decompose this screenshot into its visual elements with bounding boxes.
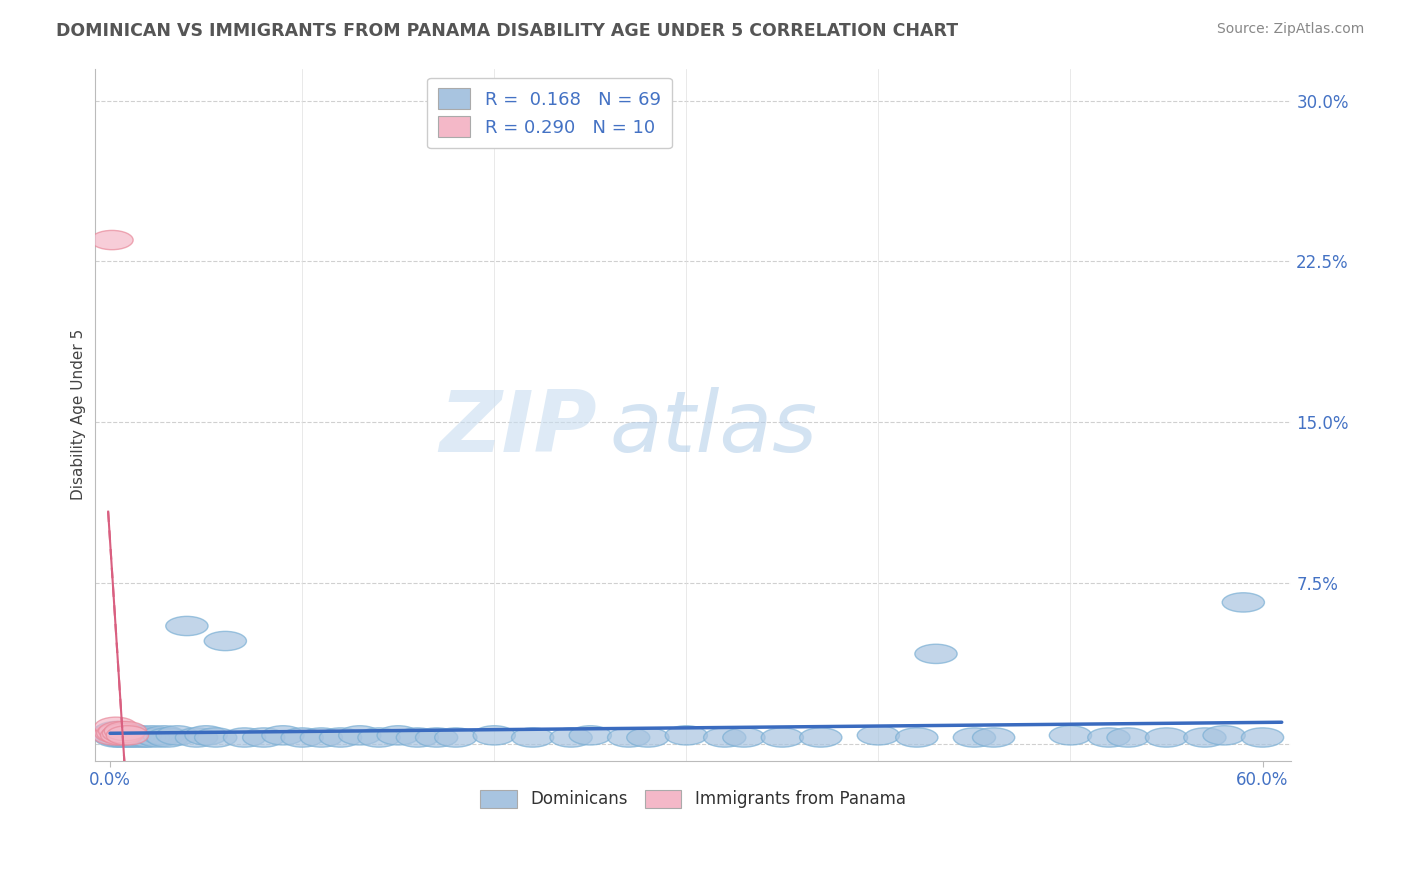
Ellipse shape — [953, 728, 995, 747]
Ellipse shape — [896, 728, 938, 747]
Ellipse shape — [124, 728, 166, 747]
Ellipse shape — [156, 726, 198, 745]
Ellipse shape — [1184, 728, 1226, 747]
Ellipse shape — [1146, 728, 1188, 747]
Ellipse shape — [434, 728, 477, 747]
Ellipse shape — [146, 728, 188, 747]
Y-axis label: Disability Age Under 5: Disability Age Under 5 — [72, 329, 86, 500]
Ellipse shape — [103, 728, 145, 747]
Legend: Dominicans, Immigrants from Panama: Dominicans, Immigrants from Panama — [474, 783, 912, 815]
Ellipse shape — [98, 722, 141, 740]
Ellipse shape — [91, 230, 134, 250]
Ellipse shape — [166, 616, 208, 636]
Ellipse shape — [128, 728, 170, 747]
Ellipse shape — [194, 728, 236, 747]
Ellipse shape — [1222, 593, 1264, 612]
Ellipse shape — [100, 726, 143, 745]
Ellipse shape — [108, 728, 150, 747]
Ellipse shape — [98, 723, 141, 743]
Text: atlas: atlas — [609, 387, 817, 470]
Ellipse shape — [94, 722, 136, 740]
Ellipse shape — [396, 728, 439, 747]
Ellipse shape — [472, 726, 516, 745]
Ellipse shape — [97, 723, 139, 743]
Ellipse shape — [665, 726, 707, 745]
Ellipse shape — [512, 728, 554, 747]
Ellipse shape — [143, 726, 186, 745]
Ellipse shape — [93, 723, 135, 743]
Ellipse shape — [103, 723, 145, 743]
Ellipse shape — [98, 728, 141, 747]
Text: Source: ZipAtlas.com: Source: ZipAtlas.com — [1216, 22, 1364, 37]
Ellipse shape — [108, 723, 150, 743]
Ellipse shape — [91, 723, 134, 743]
Ellipse shape — [1241, 728, 1284, 747]
Ellipse shape — [301, 728, 343, 747]
Ellipse shape — [761, 728, 803, 747]
Ellipse shape — [118, 728, 160, 747]
Ellipse shape — [1088, 728, 1130, 747]
Ellipse shape — [262, 726, 304, 745]
Ellipse shape — [224, 728, 266, 747]
Ellipse shape — [100, 723, 143, 743]
Ellipse shape — [339, 726, 381, 745]
Ellipse shape — [319, 728, 361, 747]
Ellipse shape — [703, 728, 745, 747]
Ellipse shape — [723, 728, 765, 747]
Ellipse shape — [243, 728, 285, 747]
Ellipse shape — [110, 726, 152, 745]
Ellipse shape — [627, 728, 669, 747]
Ellipse shape — [186, 726, 228, 745]
Ellipse shape — [550, 728, 592, 747]
Ellipse shape — [416, 728, 458, 747]
Ellipse shape — [1204, 726, 1246, 745]
Ellipse shape — [136, 728, 179, 747]
Ellipse shape — [93, 726, 135, 745]
Ellipse shape — [97, 726, 139, 745]
Text: ZIP: ZIP — [440, 387, 598, 470]
Text: DOMINICAN VS IMMIGRANTS FROM PANAMA DISABILITY AGE UNDER 5 CORRELATION CHART: DOMINICAN VS IMMIGRANTS FROM PANAMA DISA… — [56, 22, 959, 40]
Ellipse shape — [377, 726, 419, 745]
Ellipse shape — [97, 723, 139, 743]
Ellipse shape — [281, 728, 323, 747]
Ellipse shape — [915, 644, 957, 664]
Ellipse shape — [204, 632, 246, 650]
Ellipse shape — [94, 717, 136, 737]
Ellipse shape — [104, 726, 146, 745]
Ellipse shape — [607, 728, 650, 747]
Ellipse shape — [104, 722, 146, 740]
Ellipse shape — [131, 726, 173, 745]
Ellipse shape — [176, 728, 218, 747]
Ellipse shape — [114, 726, 156, 745]
Ellipse shape — [800, 728, 842, 747]
Ellipse shape — [973, 728, 1015, 747]
Ellipse shape — [100, 726, 143, 745]
Ellipse shape — [120, 726, 162, 745]
Ellipse shape — [1049, 726, 1091, 745]
Ellipse shape — [359, 728, 401, 747]
Ellipse shape — [93, 726, 135, 745]
Ellipse shape — [107, 726, 149, 745]
Ellipse shape — [569, 726, 612, 745]
Ellipse shape — [94, 728, 136, 747]
Ellipse shape — [107, 726, 149, 745]
Ellipse shape — [1107, 728, 1149, 747]
Ellipse shape — [112, 728, 155, 747]
Ellipse shape — [94, 723, 136, 743]
Ellipse shape — [858, 726, 900, 745]
